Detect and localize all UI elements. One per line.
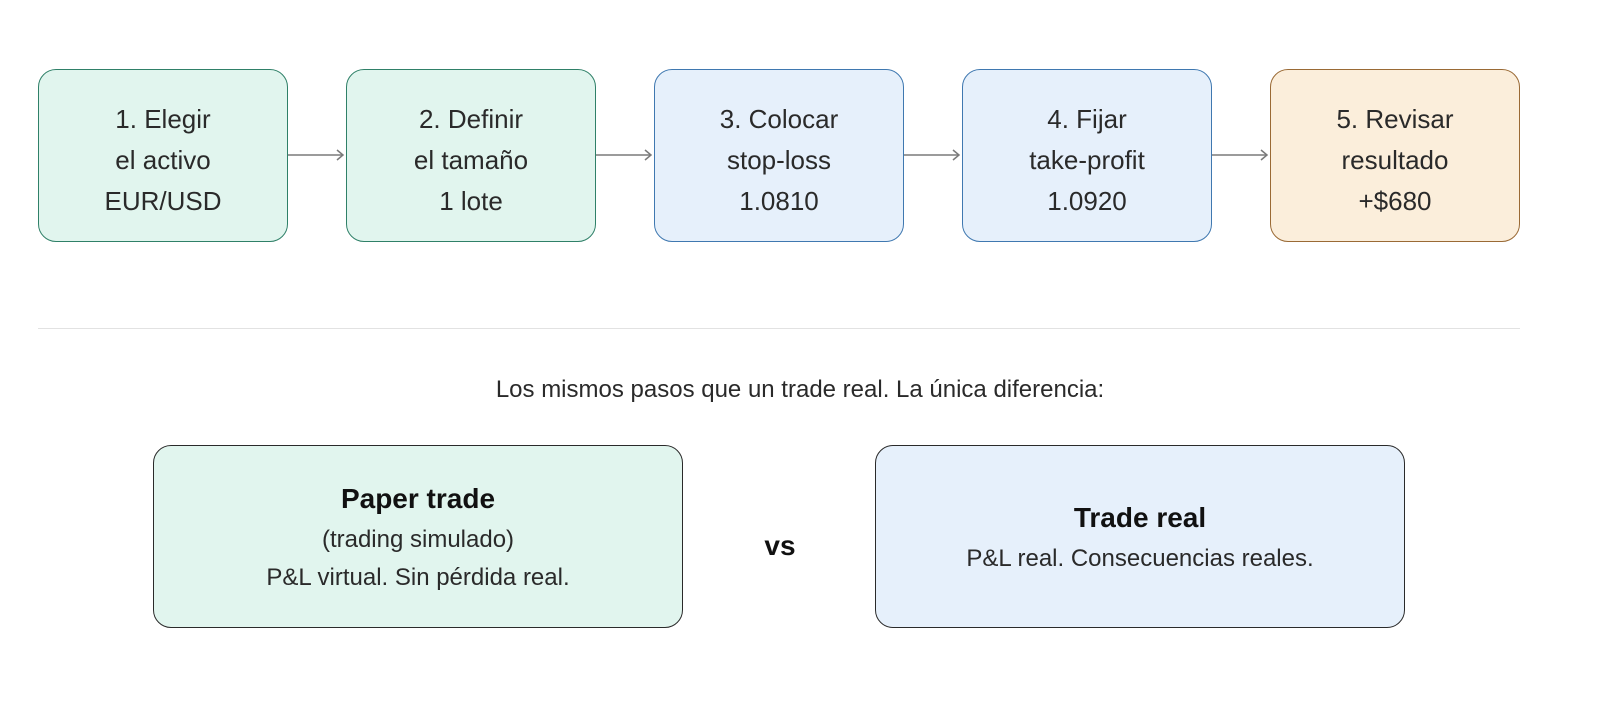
vs-label: vs: [764, 530, 796, 561]
step-3-value: 1.0810: [739, 186, 819, 216]
step-4-line-1: 4. Fijar: [1047, 104, 1127, 134]
step-4-line-2: take-profit: [1029, 145, 1145, 175]
step-1-line-1: 1. Elegir: [115, 104, 211, 134]
paper-trade-subtitle: (trading simulado): [321, 525, 515, 553]
step-2-box: 2. Definir el tamaño 1 lote: [346, 69, 596, 242]
step-3-line-2: stop-loss: [726, 145, 832, 175]
real-trade-box: Trade real P&L real. Consecuencias reale…: [875, 445, 1405, 628]
step-4-value: 1.0920: [1047, 186, 1127, 216]
step-5-value: +$680: [1358, 186, 1432, 216]
step-3-box: 3. Colocar stop-loss 1.0810: [654, 69, 904, 242]
arrow-icon: [904, 149, 961, 161]
step-4-box: 4. Fijar take-profit 1.0920: [962, 69, 1212, 242]
real-trade-text: P&L real. Consecuencias reales.: [966, 544, 1314, 572]
step-5-line-1: 5. Revisar: [1336, 104, 1454, 134]
paper-trade-text: P&L virtual. Sin pérdida real.: [266, 563, 570, 591]
step-1-box: 1. Elegir el activo EUR/USD: [38, 69, 288, 242]
step-2-line-2: el tamaño: [413, 145, 529, 175]
real-trade-title: Trade real: [1073, 501, 1207, 533]
divider: [38, 328, 1520, 329]
step-3-line-1: 3. Colocar: [719, 104, 839, 134]
step-5-line-2: resultado: [1341, 145, 1449, 175]
step-1-line-2: el activo: [115, 145, 211, 175]
step-5-box: 5. Revisar resultado +$680: [1270, 69, 1520, 242]
arrow-icon: [596, 149, 653, 161]
step-2-value: 1 lote: [439, 186, 503, 216]
caption: Los mismos pasos que un trade real. La ú…: [495, 376, 1105, 403]
paper-trade-title: Paper trade: [340, 482, 496, 514]
step-1-value: EUR/USD: [104, 186, 222, 216]
step-2-line-1: 2. Definir: [418, 104, 524, 134]
arrow-icon: [1212, 149, 1269, 161]
arrow-icon: [288, 149, 345, 161]
paper-trade-box: Paper trade (trading simulado) P&L virtu…: [153, 445, 683, 628]
